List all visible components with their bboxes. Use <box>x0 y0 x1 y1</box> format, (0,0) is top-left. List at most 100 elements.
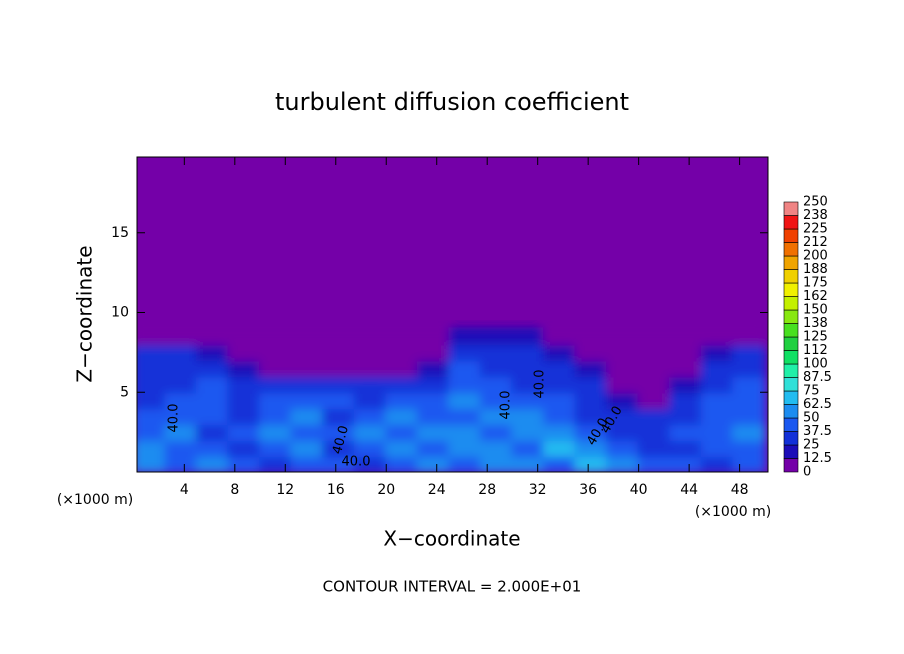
field-cell <box>700 407 735 426</box>
colorbar-swatch <box>783 309 799 324</box>
field-cell <box>732 391 766 410</box>
field-cell <box>700 423 735 442</box>
field-cell <box>448 439 482 458</box>
x-tick-label: 12 <box>276 482 294 498</box>
contour-label: 40.0 <box>499 391 514 420</box>
colorbar-swatch <box>783 336 799 351</box>
colorbar-label: 62.5 <box>803 397 832 412</box>
field-cell <box>164 327 198 346</box>
field-cell <box>322 423 356 442</box>
field-cell <box>574 423 609 442</box>
contour-label: 40.0 <box>342 455 371 470</box>
field-cell <box>353 359 388 378</box>
colorbar-swatch <box>783 350 799 365</box>
colorbar-label: 175 <box>803 276 828 291</box>
colorbar-swatch <box>783 242 799 257</box>
field-cell <box>606 423 640 442</box>
colorbar-swatch <box>783 296 799 311</box>
colorbar-swatch <box>783 363 799 378</box>
field-cell <box>322 439 356 458</box>
overlay: 40.040.040.040.040.040.040.04 8 12 16 20 24 28… <box>111 157 832 498</box>
colorbar-swatch <box>783 255 799 270</box>
colorbar-swatch <box>783 404 799 419</box>
contour-label: 40.0 <box>330 424 352 456</box>
field-cell <box>542 359 577 378</box>
field-cell <box>416 439 451 458</box>
field-cell <box>416 455 451 472</box>
field-cell <box>227 423 262 442</box>
field-cell <box>479 391 514 410</box>
field-cell <box>574 407 609 426</box>
colorbar-label: 238 <box>803 208 828 223</box>
x-tick-label: 40 <box>630 482 648 498</box>
field-cell <box>511 375 545 394</box>
field-cell <box>732 407 766 426</box>
field-cell <box>669 375 703 394</box>
field-cell <box>511 343 545 362</box>
field-cell <box>259 407 293 426</box>
colorbar-label: 0 <box>803 465 811 480</box>
field-cell <box>416 375 451 394</box>
x-tick-label: 48 <box>731 482 749 498</box>
field-cell <box>290 391 325 410</box>
field-cell <box>164 423 198 442</box>
colorbar-swatch <box>783 201 799 216</box>
field-cell <box>385 359 419 378</box>
field-cell <box>637 327 672 346</box>
field-cell <box>322 375 356 394</box>
field-cell <box>290 343 325 362</box>
field-cell <box>290 327 325 346</box>
colorbar-label: 162 <box>803 289 828 304</box>
field-cell <box>137 391 167 410</box>
field-cell <box>385 407 419 426</box>
field-cell <box>669 343 703 362</box>
field-cell <box>606 407 640 426</box>
field-cell <box>195 391 230 410</box>
colorbar-label: 25 <box>803 438 820 453</box>
field-cell <box>511 423 545 442</box>
field-cell <box>137 375 167 394</box>
field-cell <box>511 327 545 346</box>
field-cell <box>448 359 482 378</box>
field-cell <box>195 455 230 472</box>
field-cell <box>448 407 482 426</box>
field-cell <box>353 407 388 426</box>
field-cell <box>385 439 419 458</box>
colorbar-label: 75 <box>803 384 820 399</box>
field-cell <box>732 359 766 378</box>
colorbar-label: 188 <box>803 262 828 277</box>
field-cell <box>700 375 735 394</box>
field-cell <box>353 391 388 410</box>
field-cell <box>637 359 672 378</box>
field-cell <box>606 327 640 346</box>
plot-frame <box>136 156 769 473</box>
field-cell <box>479 439 514 458</box>
field-cell <box>669 455 703 472</box>
field-cell <box>574 455 609 472</box>
x-tick-label: 36 <box>579 482 597 498</box>
colorbar-label: 212 <box>803 235 828 250</box>
field-cell <box>322 407 356 426</box>
field-cell <box>479 423 514 442</box>
colorbar-swatch <box>783 431 799 446</box>
field-cell <box>259 391 293 410</box>
field-cell <box>700 455 735 472</box>
x-tick-label: 4 <box>180 482 189 498</box>
field-cell <box>511 359 545 378</box>
field-cell <box>416 391 451 410</box>
field-cell <box>137 455 167 472</box>
field-cell <box>385 343 419 362</box>
x-tick-label: 28 <box>478 482 496 498</box>
field-cell <box>195 439 230 458</box>
footer-note: CONTOUR INTERVAL = 2.000E+01 <box>323 578 582 596</box>
field-cell <box>511 391 545 410</box>
field-cell <box>227 391 262 410</box>
field-cell <box>164 343 198 362</box>
field-cell <box>574 439 609 458</box>
x-axis-label: X−coordinate <box>383 527 520 551</box>
field-cell <box>259 343 293 362</box>
colorbar-label: 138 <box>803 316 828 331</box>
field-cell <box>353 327 388 346</box>
field-cell <box>669 359 703 378</box>
